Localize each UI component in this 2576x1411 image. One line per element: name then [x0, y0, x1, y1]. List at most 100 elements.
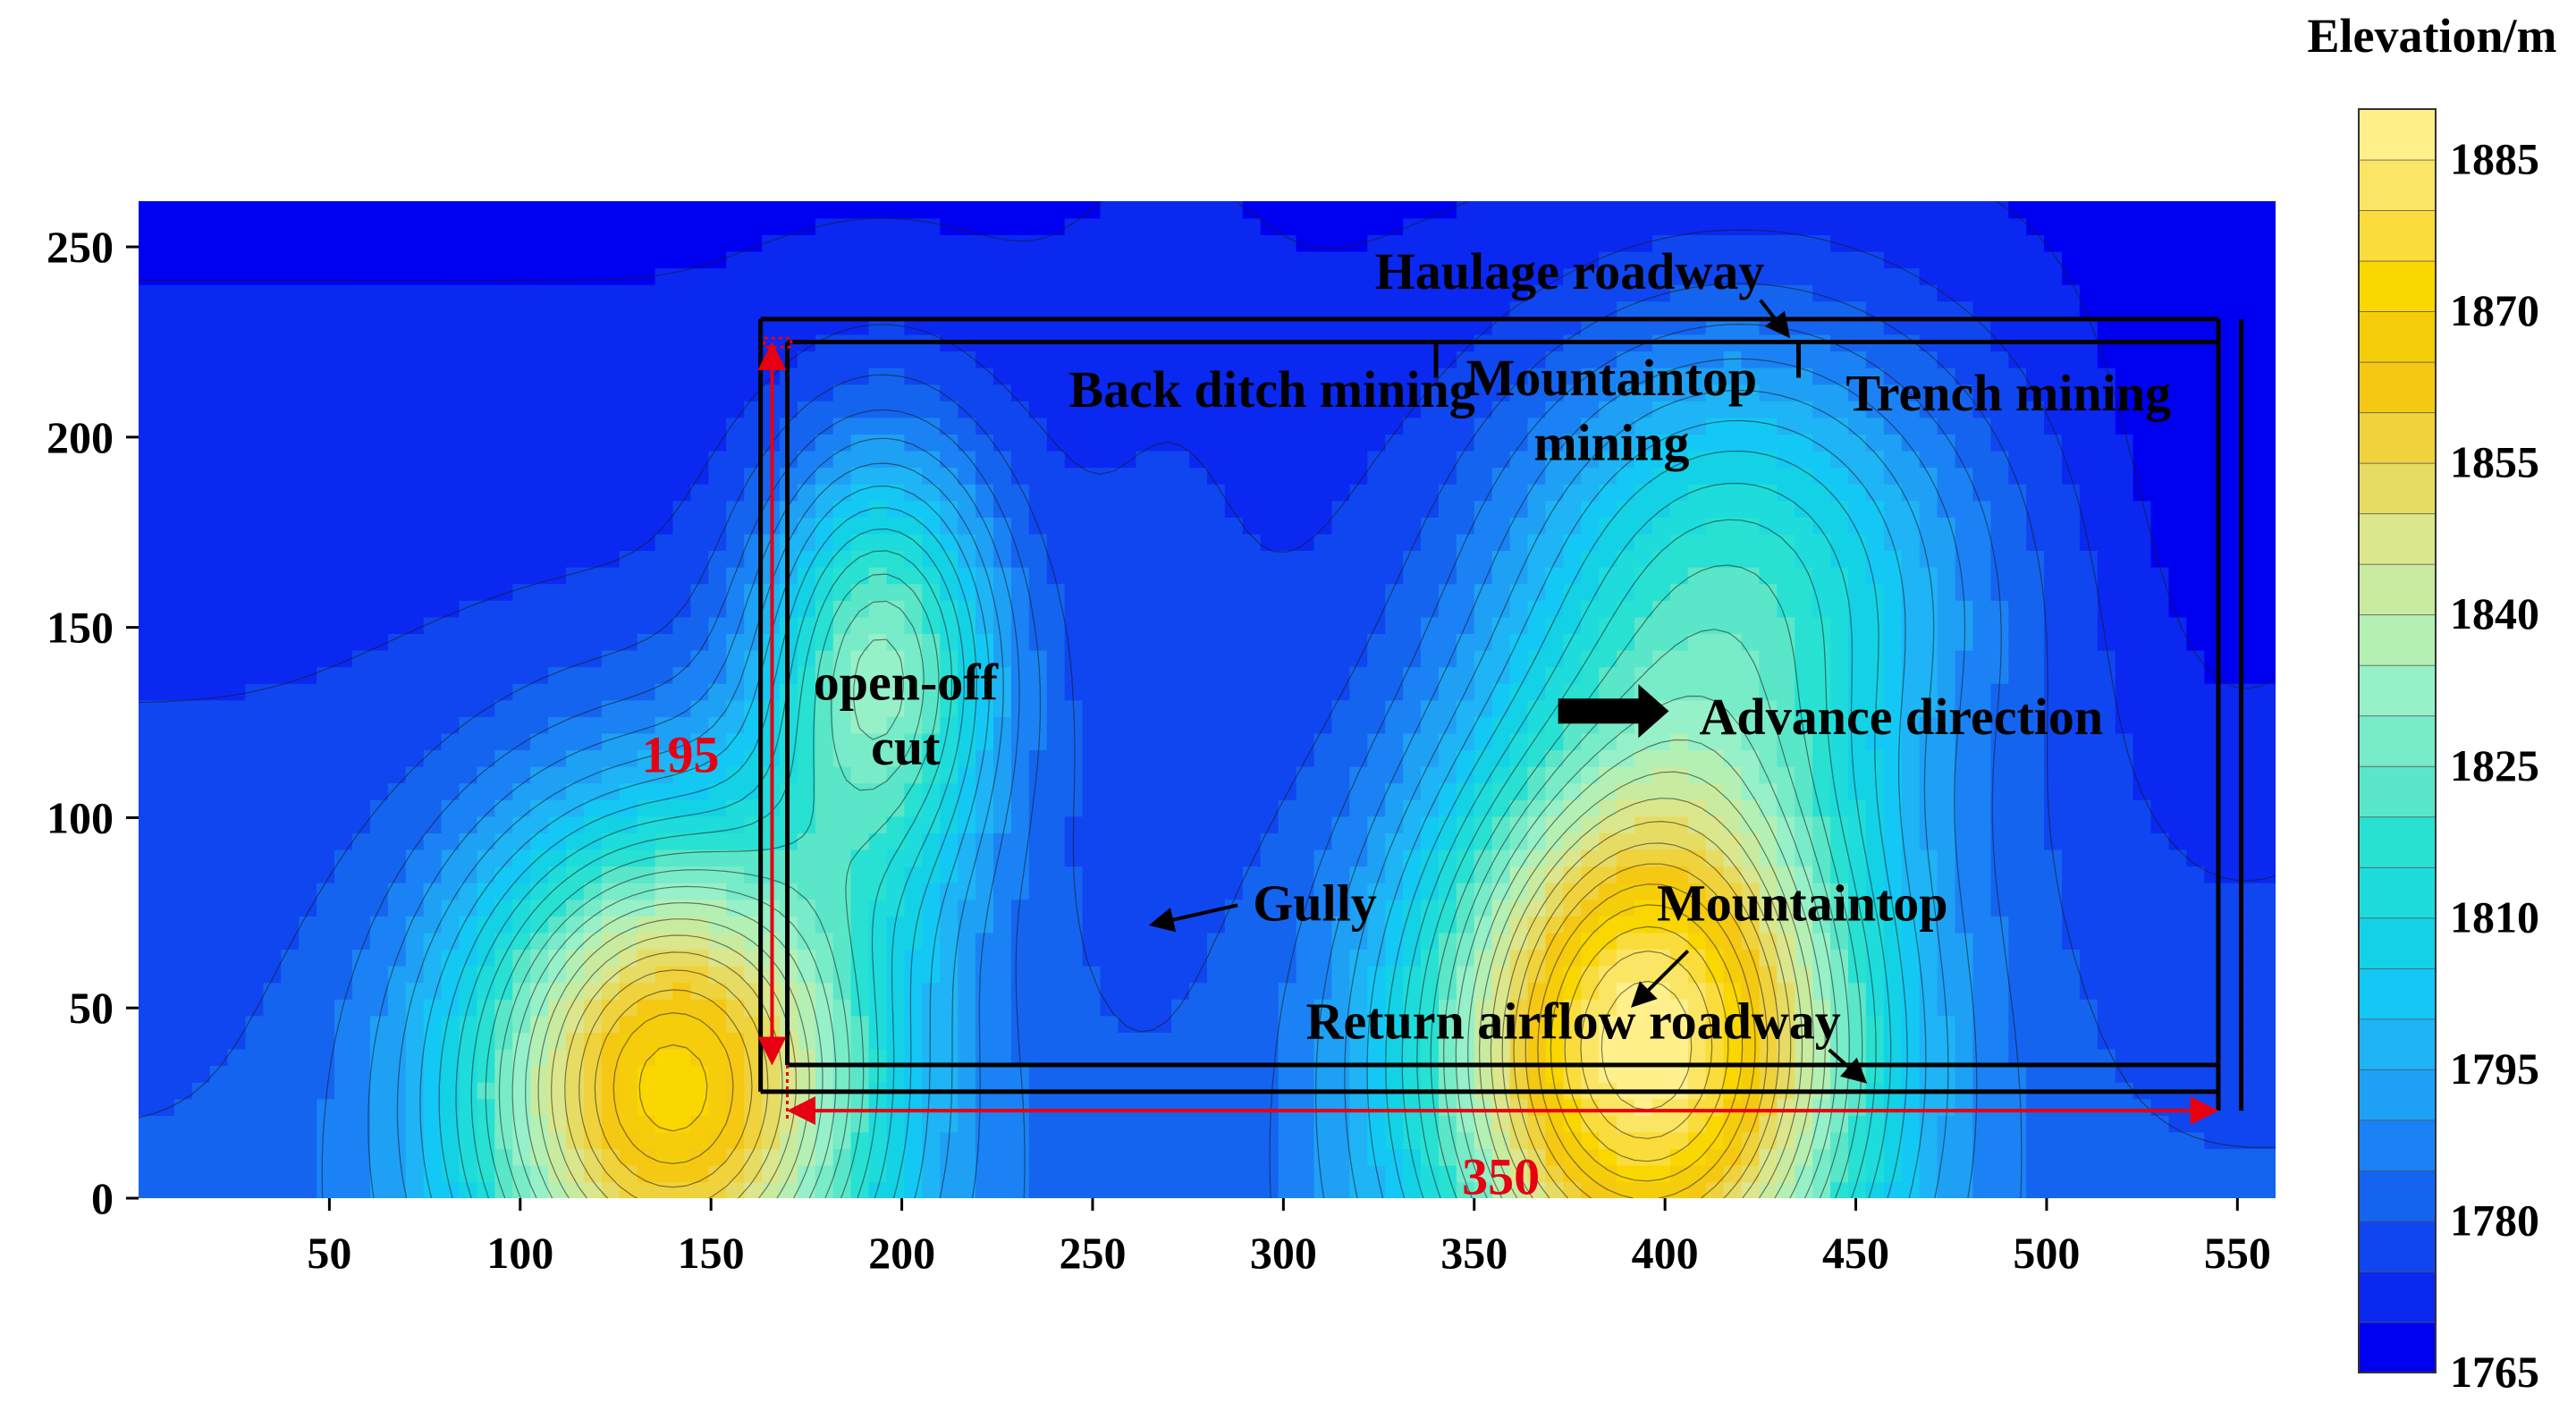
contour-cell — [173, 517, 193, 535]
contour-cell — [209, 401, 229, 418]
contour-cell — [762, 201, 781, 219]
contour-cell — [583, 1131, 603, 1150]
contour-cell — [690, 1181, 710, 1198]
contour-cell — [209, 882, 229, 900]
contour-cell — [922, 317, 942, 335]
contour-cell — [459, 982, 478, 1000]
contour-cell — [494, 250, 514, 269]
contour-cell — [441, 351, 460, 368]
contour-cell — [1118, 716, 1137, 734]
contour-cell — [530, 732, 549, 751]
contour-cell — [993, 765, 1012, 784]
contour-cell — [1046, 201, 1066, 219]
contour-cell — [1242, 600, 1262, 618]
contour-cell — [245, 999, 265, 1017]
contour-cell — [227, 832, 247, 850]
contour-cell — [209, 267, 229, 285]
contour-cell — [619, 666, 638, 684]
contour-cell — [263, 600, 283, 618]
contour-cell — [299, 633, 317, 651]
contour-cell — [1207, 550, 1226, 568]
contour-cell — [1367, 1015, 1386, 1033]
contour-cell — [601, 450, 621, 469]
contour-cell — [690, 1065, 710, 1083]
contour-cell — [583, 649, 603, 668]
contour-cell — [976, 949, 994, 967]
contour-cell — [1617, 1098, 1635, 1116]
contour-cell — [1474, 533, 1493, 552]
contour-cell — [922, 932, 942, 951]
contour-cell — [726, 600, 745, 618]
contour-cell — [1153, 949, 1172, 967]
contour-cell — [958, 500, 976, 518]
contour-cell — [281, 732, 300, 751]
contour-cell — [299, 351, 317, 368]
contour-cell — [976, 317, 994, 335]
contour-cell — [993, 782, 1012, 800]
contour-cell — [1224, 765, 1244, 784]
contour-cell — [1278, 666, 1297, 684]
contour-cell — [530, 765, 549, 784]
contour-cell — [690, 866, 710, 883]
contour-cell — [227, 799, 247, 817]
contour-cell — [459, 550, 478, 568]
contour-cell — [1545, 483, 1565, 502]
contour-cell — [832, 250, 852, 269]
contour-cell — [299, 450, 317, 469]
contour-cell — [209, 500, 229, 518]
contour-cell — [1367, 849, 1386, 867]
contour-cell — [1046, 1131, 1066, 1150]
contour-cell — [477, 384, 496, 401]
contour-cell — [886, 732, 906, 751]
contour-cell — [958, 600, 976, 618]
contour-cell — [1313, 782, 1333, 800]
contour-cell — [1474, 600, 1493, 618]
contour-cell — [940, 932, 959, 951]
contour-cell — [459, 815, 478, 833]
contour-cell — [423, 351, 443, 368]
contour-cell — [886, 815, 906, 833]
contour-cell — [1010, 367, 1030, 385]
contour-cell — [512, 832, 531, 850]
contour-cell — [191, 699, 211, 717]
contour-cell — [1118, 1148, 1137, 1166]
contour-cell — [1224, 417, 1244, 435]
contour-cell — [1599, 815, 1617, 833]
contour-cell — [619, 1181, 638, 1198]
contour-cell — [1367, 649, 1386, 668]
contour-cell — [904, 283, 924, 302]
contour-cell — [191, 832, 211, 850]
contour-cell — [387, 317, 407, 335]
contour-cell — [690, 517, 710, 535]
contour-cell — [1064, 401, 1084, 418]
contour-cell — [1313, 434, 1333, 452]
contour-cell — [209, 384, 229, 401]
contour-cell — [637, 1098, 656, 1116]
contour-cell — [797, 1148, 816, 1166]
contour-cell — [1207, 1048, 1226, 1067]
contour-cell — [191, 417, 211, 435]
contour-cell — [868, 450, 888, 469]
contour-cell — [601, 401, 621, 418]
contour-cell — [405, 949, 425, 967]
contour-cell — [1331, 849, 1351, 867]
contour-cell — [1421, 467, 1440, 485]
contour-cell — [922, 417, 942, 435]
contour-cell — [477, 799, 496, 817]
contour-cell — [1456, 234, 1475, 252]
contour-cell — [832, 1048, 852, 1067]
contour-cell — [1278, 633, 1297, 651]
contour-cell — [993, 916, 1012, 934]
contour-cell — [494, 467, 514, 485]
contour-cell — [1260, 732, 1280, 751]
contour-cell — [281, 600, 300, 618]
contour-cell — [477, 267, 496, 285]
contour-cell — [940, 1098, 959, 1116]
contour-cell — [619, 815, 638, 833]
contour-cell — [1207, 815, 1226, 833]
contour-cell — [1153, 899, 1172, 917]
contour-cell — [1474, 201, 1493, 219]
contour-cell — [530, 899, 549, 917]
contour-cell — [1545, 600, 1565, 618]
contour-cell — [566, 566, 585, 585]
